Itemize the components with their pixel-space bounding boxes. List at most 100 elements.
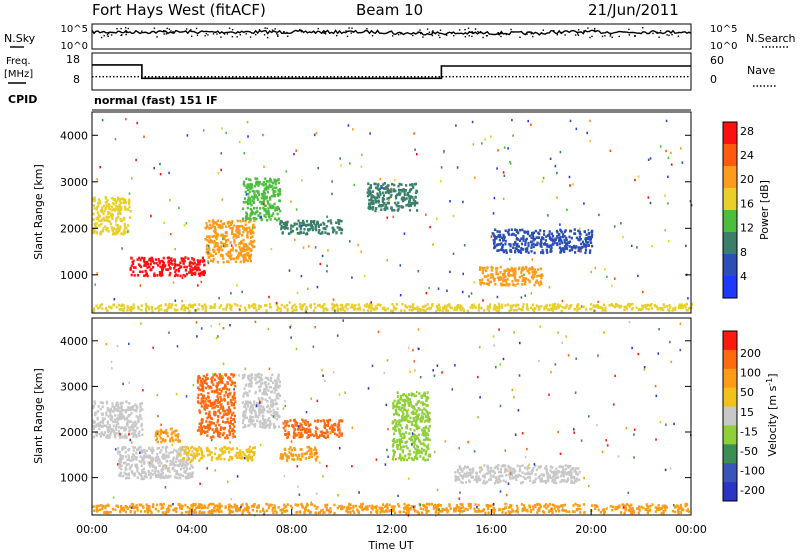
- data-cell: [407, 203, 410, 206]
- data-cell: [257, 214, 260, 217]
- noise-cell: [593, 309, 595, 312]
- data-cell: [291, 309, 294, 313]
- data-cell: [111, 402, 114, 405]
- data-cell: [119, 212, 122, 215]
- data-cell: [314, 426, 318, 429]
- data-cell: [168, 302, 171, 306]
- data-cell: [565, 245, 568, 249]
- data-cell: [167, 304, 170, 308]
- data-cell: [532, 273, 535, 276]
- data-cell: [311, 226, 314, 230]
- data-cell: [540, 245, 543, 249]
- data-cell: [564, 467, 568, 471]
- data-cell: [374, 209, 377, 213]
- data-cell: [635, 306, 638, 309]
- data-cell: [537, 236, 540, 240]
- data-cell: [127, 426, 130, 429]
- data-cell: [266, 400, 269, 403]
- data-cell: [383, 308, 387, 312]
- data-cell: [175, 457, 178, 460]
- data-cell: [310, 449, 313, 453]
- data-cell: [192, 304, 195, 307]
- data-cell: [532, 236, 535, 239]
- noise-cell: [403, 232, 406, 235]
- data-cell: [191, 268, 194, 272]
- data-cell: [181, 474, 185, 478]
- data-cell: [118, 211, 121, 214]
- data-cell: [201, 273, 204, 276]
- data-cell: [134, 429, 137, 433]
- data-cell: [263, 208, 266, 211]
- data-cell: [231, 456, 234, 460]
- data-cell: [309, 433, 312, 437]
- data-cell: [325, 429, 328, 432]
- data-cell: [105, 435, 108, 439]
- data-cell: [251, 235, 254, 238]
- nsearch-dot: [190, 29, 192, 31]
- data-cell: [249, 178, 252, 182]
- data-cell: [204, 405, 207, 408]
- data-cell: [162, 265, 165, 269]
- data-cell: [631, 302, 634, 306]
- data-cell: [189, 260, 192, 264]
- noise-cell: [670, 163, 673, 166]
- data-cell: [514, 241, 517, 244]
- nsearch-dot: [223, 33, 226, 35]
- data-cell: [226, 393, 229, 397]
- data-cell: [124, 201, 127, 205]
- data-cell: [254, 195, 257, 199]
- data-cell: [363, 304, 367, 308]
- data-cell: [249, 214, 252, 218]
- nsearch-dot: [196, 34, 199, 36]
- data-cell: [201, 305, 204, 309]
- data-cell: [398, 405, 401, 409]
- data-cell: [394, 201, 397, 205]
- data-cell: [395, 193, 399, 197]
- data-cell: [422, 305, 425, 309]
- nsearch-dot: [500, 32, 502, 35]
- data-cell: [423, 402, 426, 406]
- data-cell: [503, 235, 506, 238]
- nsearch-dot: [510, 28, 512, 31]
- data-cell: [663, 305, 666, 309]
- noise-cell: [369, 132, 371, 135]
- data-cell: [397, 444, 400, 448]
- data-cell: [573, 228, 576, 231]
- data-cell: [244, 220, 247, 223]
- noise-cell: [446, 289, 448, 292]
- data-cell: [413, 424, 416, 427]
- noise-cell: [218, 296, 220, 300]
- nsearch-dot: [350, 32, 352, 34]
- data-cell: [141, 270, 144, 274]
- data-cell: [413, 204, 416, 207]
- data-cell: [481, 278, 484, 281]
- data-cell: [200, 272, 203, 276]
- noise-cell: [381, 186, 383, 189]
- data-cell: [289, 419, 292, 422]
- data-cell: [573, 307, 577, 311]
- data-cell: [170, 306, 173, 309]
- noise-cell: [586, 131, 588, 135]
- data-cell: [578, 470, 581, 474]
- data-cell: [273, 186, 276, 190]
- data-cell: [151, 460, 154, 464]
- noise-cell: [326, 215, 328, 218]
- data-cell: [527, 476, 530, 479]
- data-cell: [235, 451, 238, 455]
- data-cell: [539, 229, 542, 232]
- data-cell: [111, 196, 114, 200]
- data-cell: [249, 259, 252, 263]
- data-cell: [212, 306, 215, 309]
- data-cell: [135, 409, 138, 413]
- nsearch-dot: [453, 35, 455, 37]
- data-cell: [407, 404, 410, 407]
- data-cell: [582, 242, 586, 246]
- data-cell: [274, 190, 277, 193]
- data-cell: [563, 241, 567, 244]
- data-cell: [242, 180, 246, 184]
- data-cell: [284, 433, 287, 436]
- data-cell: [114, 420, 117, 424]
- data-cell: [201, 428, 204, 431]
- data-cell: [123, 429, 126, 432]
- data-cell: [256, 210, 259, 214]
